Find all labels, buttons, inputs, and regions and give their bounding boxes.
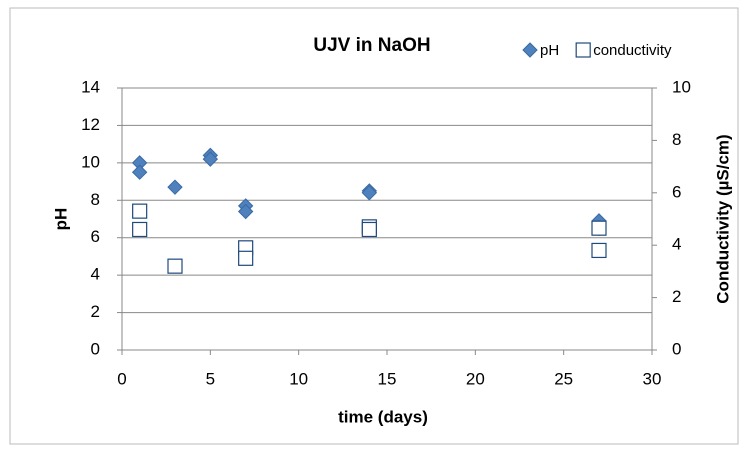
y-tick-label: 6 [91,227,100,246]
x-tick-label: 15 [378,369,397,388]
point [167,258,183,274]
legend-marker [522,42,538,58]
x-tick-label: 10 [289,369,308,388]
y-tick-label: 0 [91,339,100,358]
point [132,221,148,238]
x-tick-label: 30 [643,369,662,388]
y-tick-label: 8 [91,190,100,209]
y2-tick-label: 0 [672,339,681,358]
y-axis-title: pH [51,208,70,231]
point [237,203,254,220]
legend-label: pH [540,42,559,59]
point [591,220,607,236]
point [591,242,607,259]
legend-marker [575,42,591,58]
y2-tick-label: 10 [672,77,691,96]
y-tick-label: 10 [81,152,100,171]
y-tick-label: 14 [81,77,100,96]
x-tick-label: 20 [466,369,485,388]
legend-label: conductivity [593,42,672,59]
y2-tick-label: 4 [672,235,681,254]
y2-axis-title: Conductivity (µS/cm) [713,134,732,303]
y2-tick-label: 2 [672,287,681,306]
point [238,250,254,266]
x-tick-label: 0 [117,369,126,388]
y-tick-label: 12 [81,115,100,134]
chart-title: UJV in NaOH [313,35,430,56]
y2-tick-label: 6 [672,182,681,201]
y-tick-label: 4 [91,265,100,284]
point [202,151,219,167]
point [132,203,148,219]
point [361,221,377,238]
point [361,185,378,201]
point [167,179,183,195]
x-tick-label: 25 [554,369,573,388]
x-axis-title: time (days) [338,407,428,426]
point [131,164,148,180]
y-tick-label: 2 [91,302,100,321]
x-tick-label: 5 [206,369,215,388]
y2-tick-label: 8 [672,130,681,149]
